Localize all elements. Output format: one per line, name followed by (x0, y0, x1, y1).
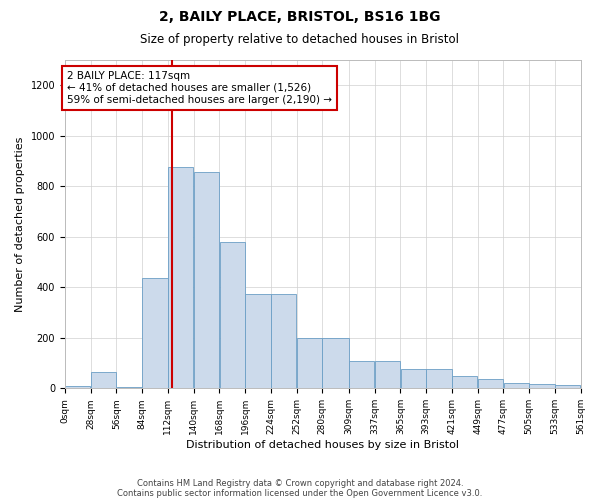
Bar (478, 378, 503, 388)
Text: Size of property relative to detached houses in Bristol: Size of property relative to detached ho… (140, 32, 460, 46)
Bar (529, 384, 554, 388)
Bar (116, 387, 142, 388)
Bar (194, 172, 219, 388)
Bar (401, 368, 426, 388)
Text: Contains HM Land Registry data © Crown copyright and database right 2024.: Contains HM Land Registry data © Crown c… (137, 478, 463, 488)
Bar (452, 376, 478, 388)
Text: 2 BAILY PLACE: 117sqm
← 41% of detached houses are smaller (1,526)
59% of semi-d: 2 BAILY PLACE: 117sqm ← 41% of detached … (67, 72, 332, 104)
Bar (271, 294, 296, 388)
Bar (142, 278, 167, 388)
Bar (297, 338, 322, 388)
Bar (168, 168, 193, 388)
Bar (245, 294, 271, 388)
Bar (427, 368, 452, 388)
Bar (503, 382, 529, 388)
Y-axis label: Number of detached properties: Number of detached properties (15, 136, 25, 312)
Bar (349, 361, 374, 388)
Bar (220, 242, 245, 388)
Text: 2, BAILY PLACE, BRISTOL, BS16 1BG: 2, BAILY PLACE, BRISTOL, BS16 1BG (159, 10, 441, 24)
X-axis label: Distribution of detached houses by size in Bristol: Distribution of detached houses by size … (186, 440, 459, 450)
Text: Contains public sector information licensed under the Open Government Licence v3: Contains public sector information licen… (118, 488, 482, 498)
Bar (322, 338, 349, 388)
Bar (65, 386, 91, 388)
Bar (91, 372, 116, 388)
Bar (375, 361, 400, 388)
Bar (555, 385, 580, 388)
